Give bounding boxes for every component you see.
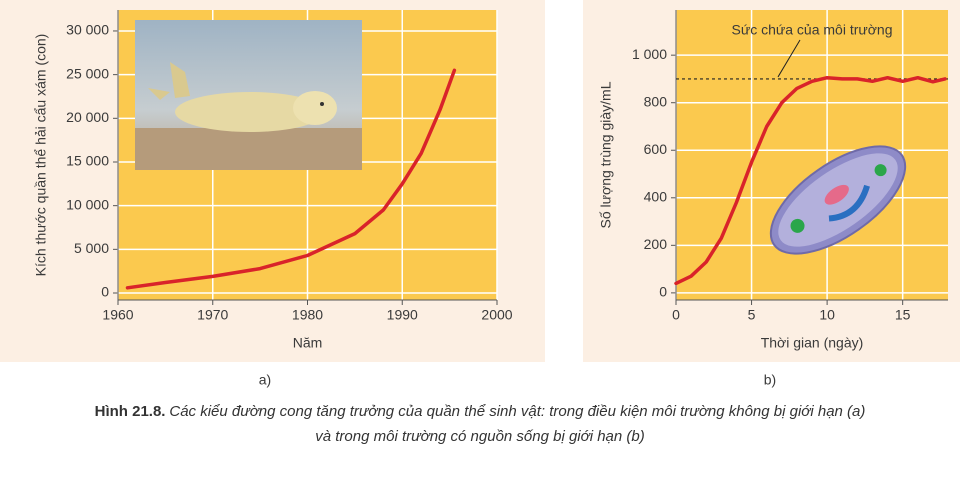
y-axis-label: Kích thước quần thể hải cẩu xám (con) [33,34,49,277]
panel-label: a) [259,372,271,388]
annotation-leader [777,39,801,78]
seal-photo [135,20,362,170]
y-tick-label: 5 000 [74,240,109,256]
reference-line-label: Sức chứa của môi trường [731,22,892,38]
y-tick-label: 1 000 [632,46,667,62]
x-tick-label: 1990 [387,307,418,323]
growth-curve [125,68,457,290]
x-tick-label: 2000 [481,307,512,323]
y-tick-label: 10 000 [66,196,109,212]
x-axis-label: Năm [293,335,323,351]
y-tick-label: 800 [644,93,668,109]
x-axis-label: Thời gian (ngày) [761,335,864,351]
y-tick-label: 200 [644,236,668,252]
y-tick-label: 30 000 [66,22,109,38]
y-tick-label: 600 [644,141,668,157]
figure-caption-line: Hình 21.8. Các kiểu đường cong tăng trưở… [95,403,866,420]
y-axis-label: Số lượng trùng giày/mL [598,81,614,228]
x-tick-label: 5 [748,307,756,323]
figure-caption: Các kiểu đường cong tăng trưởng của quần… [169,403,865,420]
y-tick-label: 0 [101,284,109,300]
y-tick-label: 25 000 [66,65,109,81]
figure-caption: và trong môi trường có nguồn sống bị giớ… [315,428,645,445]
y-tick-label: 400 [644,188,668,204]
x-tick-label: 15 [895,307,911,323]
x-tick-label: 0 [672,307,680,323]
y-tick-label: 0 [659,284,667,300]
figure-number: Hình 21.8. [95,403,166,420]
y-tick-label: 15 000 [66,153,109,169]
y-tick-label: 20 000 [66,109,109,125]
x-tick-label: 1960 [102,307,133,323]
x-tick-label: 1970 [197,307,228,323]
growth-curve [674,75,947,286]
panel-label: b) [764,372,776,388]
x-tick-label: 10 [819,307,835,323]
paramecium-illustration [769,145,907,255]
plot-area [676,10,948,300]
x-tick-label: 1980 [292,307,323,323]
